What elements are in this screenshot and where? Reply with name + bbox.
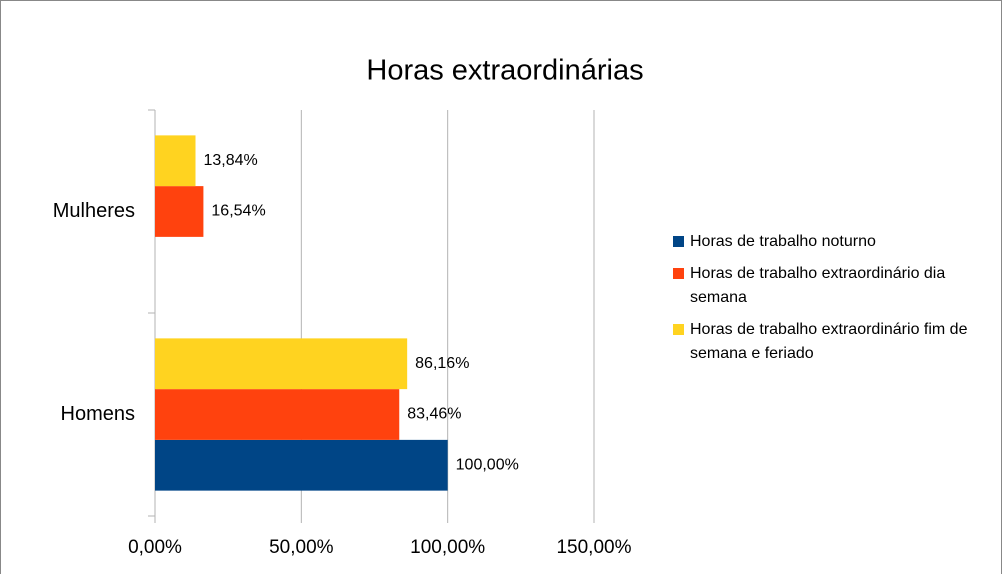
- chart-title: Horas extraordinárias: [366, 55, 643, 87]
- data-label: 100,00%: [456, 456, 519, 473]
- x-tick-label: 100,00%: [410, 537, 485, 558]
- bar: [155, 389, 400, 440]
- y-tick-label: Mulheres: [53, 200, 135, 222]
- x-tick-label: 50,00%: [269, 537, 334, 558]
- data-label: 13,84%: [204, 152, 258, 169]
- y-tick-label: Homens: [61, 403, 135, 425]
- bar: [155, 135, 196, 187]
- bar: [155, 338, 408, 390]
- legend-label: Horas de trabalho extraordinário fim de …: [690, 321, 968, 362]
- legend-swatch: [673, 236, 684, 247]
- bar: [155, 439, 448, 491]
- bar: [155, 186, 204, 237]
- x-tick-label: 150,00%: [556, 537, 631, 558]
- legend-swatch: [673, 268, 684, 279]
- data-label: 83,46%: [407, 406, 461, 423]
- data-label: 16,54%: [211, 203, 265, 220]
- legend-label: Horas de trabalho extraordinário dia sem…: [690, 265, 946, 306]
- legend-swatch: [673, 324, 684, 335]
- x-tick-label: 0,00%: [128, 537, 182, 558]
- legend-label: Horas de trabalho noturno: [690, 233, 876, 250]
- data-label: 86,16%: [415, 355, 469, 372]
